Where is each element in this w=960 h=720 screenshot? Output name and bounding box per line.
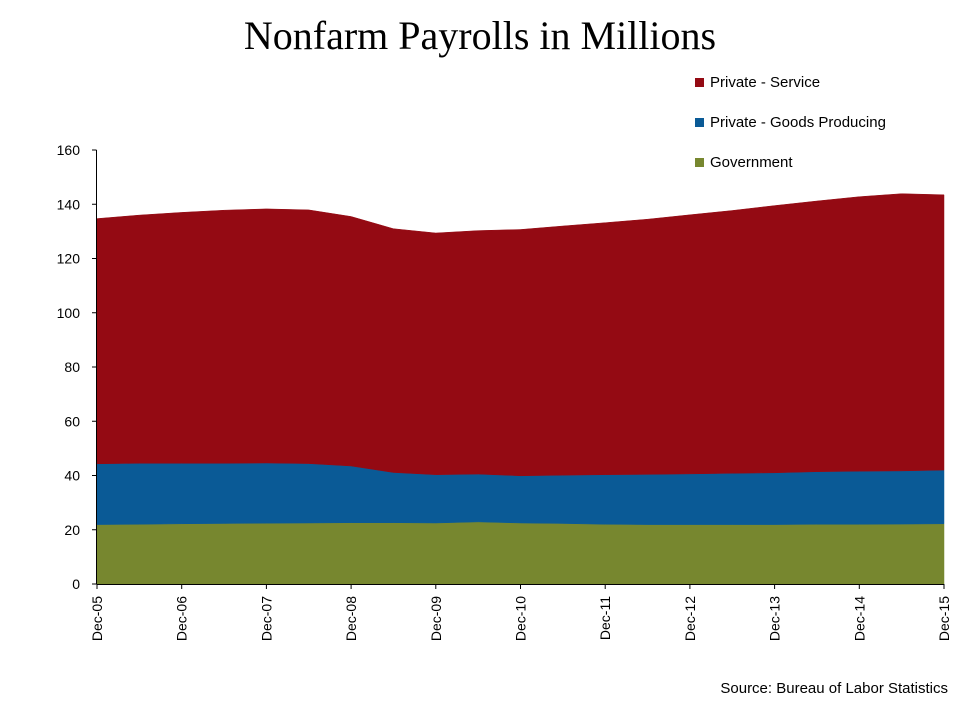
y-tick-label: 140 xyxy=(57,196,81,212)
legend-label: Private - Goods Producing xyxy=(710,113,886,131)
x-tick-label: Dec-08 xyxy=(343,596,359,641)
legend-item-private-service: Private - Service xyxy=(695,72,886,92)
area-government xyxy=(96,521,945,585)
source-note: Source: Bureau of Labor Statistics xyxy=(720,680,948,697)
x-tick-label: Dec-06 xyxy=(174,596,190,641)
y-tick-labels: 0 20 40 60 80 100 120 140 160 xyxy=(57,142,81,592)
y-tick-label: 100 xyxy=(57,305,81,321)
axes xyxy=(92,149,945,589)
y-tick-label: 40 xyxy=(64,468,80,484)
x-tick-label: Dec-12 xyxy=(682,596,698,641)
legend-item-private-goods-producing: Private - Goods Producing xyxy=(695,112,886,132)
x-tick-label: Dec-05 xyxy=(89,596,105,641)
legend-swatch xyxy=(695,157,704,167)
legend-label: Government xyxy=(710,153,793,171)
x-tick-labels: Dec-05 Dec-06 Dec-07 Dec-08 Dec-09 Dec-10 Dec-… xyxy=(89,596,952,641)
legend: Private - Service Private - Goods Produci… xyxy=(695,72,886,192)
area-private-service xyxy=(96,193,945,477)
x-tick-label: Dec-13 xyxy=(767,596,783,641)
x-tick-label: Dec-07 xyxy=(258,596,274,641)
y-tick-label: 120 xyxy=(57,251,81,267)
legend-swatch xyxy=(695,117,704,127)
x-tick-label: Dec-14 xyxy=(851,596,867,641)
x-tick-label: Dec-09 xyxy=(428,596,444,641)
y-tick-label: 80 xyxy=(64,359,80,375)
legend-label: Private - Service xyxy=(710,73,821,91)
y-tick-label: 20 xyxy=(64,522,80,538)
chart-title: Nonfarm Payrolls in Millions xyxy=(243,13,717,58)
y-tick-label: 60 xyxy=(64,413,80,429)
x-tick-label: Dec-15 xyxy=(936,596,952,641)
y-tick-label: 0 xyxy=(72,576,80,592)
y-tick-label: 160 xyxy=(57,142,81,158)
x-tick-label: Dec-10 xyxy=(513,596,529,641)
x-tick-label: Dec-11 xyxy=(597,596,613,640)
legend-swatch xyxy=(695,77,704,87)
area-layers xyxy=(96,193,945,585)
legend-item-government: Government xyxy=(695,152,886,172)
